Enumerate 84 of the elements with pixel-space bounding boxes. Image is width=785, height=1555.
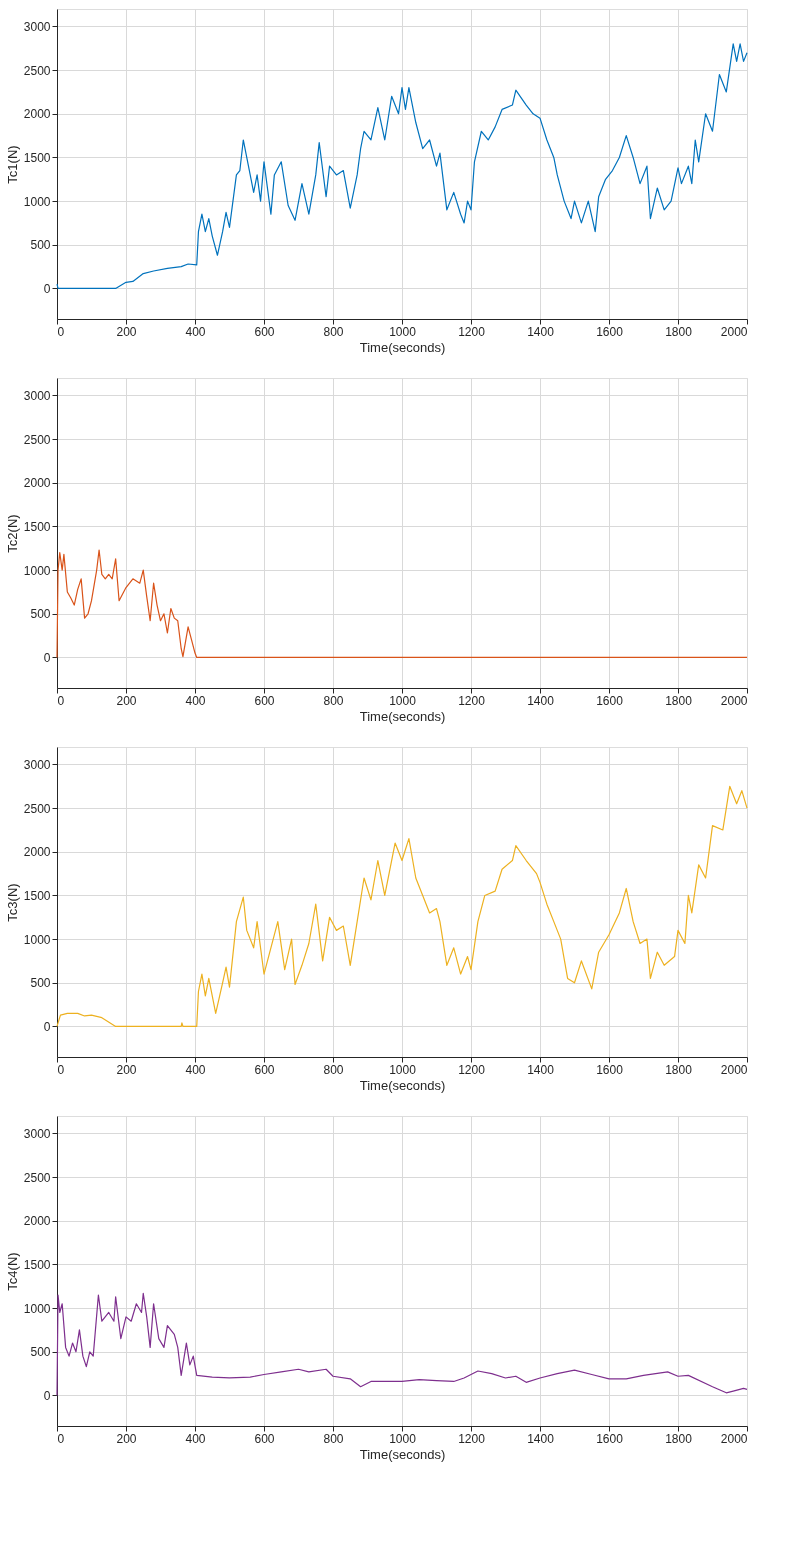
x-tick-label: 600 <box>254 693 275 708</box>
y-tick-label: 2500 <box>23 1170 51 1185</box>
x-tick-label: 1800 <box>665 1431 693 1446</box>
line-series <box>56 43 748 290</box>
x-tick-label: 200 <box>116 693 137 708</box>
x-tick-label: 1200 <box>458 324 486 339</box>
x-tick-label: 1800 <box>665 693 693 708</box>
x-tick-label: 2000 <box>720 693 748 708</box>
x-axis-title: Time(seconds) <box>359 1446 446 1462</box>
y-tick-label: 0 <box>43 1388 51 1403</box>
x-tick-label: 1800 <box>665 1062 693 1077</box>
x-tick-label: 600 <box>254 324 275 339</box>
y-axis-title: Tc2(N) <box>4 514 20 553</box>
y-tick-label: 500 <box>30 976 51 991</box>
y-tick-label: 0 <box>43 281 51 296</box>
y-tick-label: 3000 <box>23 19 51 34</box>
x-tick-label: 0 <box>57 1062 65 1077</box>
y-tick-label: 500 <box>30 607 51 622</box>
y-tick-label: 2500 <box>23 432 51 447</box>
y-tick-label: 3000 <box>23 1126 51 1141</box>
y-tick-label: 1000 <box>23 194 51 209</box>
y-tick-label: 1000 <box>23 563 51 578</box>
x-tick-label: 400 <box>185 324 206 339</box>
y-tick-label: 0 <box>43 1019 51 1034</box>
x-tick-label: 800 <box>323 693 344 708</box>
x-axis-title: Time(seconds) <box>359 339 446 355</box>
y-tick-label: 2000 <box>23 845 51 860</box>
x-tick-label: 200 <box>116 1431 137 1446</box>
x-tick-label: 1600 <box>596 693 624 708</box>
x-tick-label: 1800 <box>665 324 693 339</box>
x-tick-label: 1600 <box>596 1062 624 1077</box>
x-tick-label: 1000 <box>389 1431 417 1446</box>
x-tick-label: 1200 <box>458 693 486 708</box>
x-tick-label: 0 <box>57 693 65 708</box>
x-tick-label: 400 <box>185 1431 206 1446</box>
x-tick-label: 1400 <box>527 693 555 708</box>
y-tick-label: 2500 <box>23 63 51 78</box>
y-axis-title: Tc1(N) <box>4 145 20 184</box>
x-tick-label: 1200 <box>458 1062 486 1077</box>
x-tick-label: 1000 <box>389 693 417 708</box>
x-tick-label: 1200 <box>458 1431 486 1446</box>
x-tick-label: 1600 <box>596 1431 624 1446</box>
x-axis-title: Time(seconds) <box>359 708 446 724</box>
y-axis-title: Tc3(N) <box>4 883 20 922</box>
line-series <box>56 785 748 1028</box>
x-tick-label: 400 <box>185 693 206 708</box>
x-tick-label: 1400 <box>527 1062 555 1077</box>
y-tick-label: 500 <box>30 238 51 253</box>
line-series <box>56 549 748 659</box>
y-tick-label: 1500 <box>23 519 51 534</box>
x-tick-label: 200 <box>116 324 137 339</box>
x-axis-title: Time(seconds) <box>359 1077 446 1093</box>
x-tick-label: 2000 <box>720 1062 748 1077</box>
x-tick-label: 1000 <box>389 324 417 339</box>
x-tick-label: 1400 <box>527 1431 555 1446</box>
x-tick-label: 400 <box>185 1062 206 1077</box>
y-tick-label: 3000 <box>23 757 51 772</box>
x-tick-label: 0 <box>57 1431 65 1446</box>
x-tick-label: 200 <box>116 1062 137 1077</box>
x-tick-label: 1400 <box>527 324 555 339</box>
y-tick-label: 1500 <box>23 1257 51 1272</box>
x-tick-label: 800 <box>323 324 344 339</box>
x-tick-label: 2000 <box>720 324 748 339</box>
y-tick-label: 1500 <box>23 888 51 903</box>
y-tick-label: 1000 <box>23 1301 51 1316</box>
y-tick-label: 1000 <box>23 932 51 947</box>
x-tick-label: 1000 <box>389 1062 417 1077</box>
x-tick-label: 600 <box>254 1431 275 1446</box>
y-tick-label: 2000 <box>23 107 51 122</box>
y-tick-label: 500 <box>30 1345 51 1360</box>
y-tick-label: 1500 <box>23 150 51 165</box>
x-tick-label: 1600 <box>596 324 624 339</box>
x-tick-label: 800 <box>323 1062 344 1077</box>
x-tick-label: 0 <box>57 324 65 339</box>
x-tick-label: 2000 <box>720 1431 748 1446</box>
y-tick-label: 2000 <box>23 476 51 491</box>
y-tick-label: 2500 <box>23 801 51 816</box>
x-tick-label: 600 <box>254 1062 275 1077</box>
y-axis-title: Tc4(N) <box>4 1252 20 1291</box>
y-tick-label: 2000 <box>23 1214 51 1229</box>
y-tick-label: 3000 <box>23 388 51 403</box>
x-tick-label: 800 <box>323 1431 344 1446</box>
line-series <box>56 1292 748 1397</box>
y-tick-label: 0 <box>43 650 51 665</box>
